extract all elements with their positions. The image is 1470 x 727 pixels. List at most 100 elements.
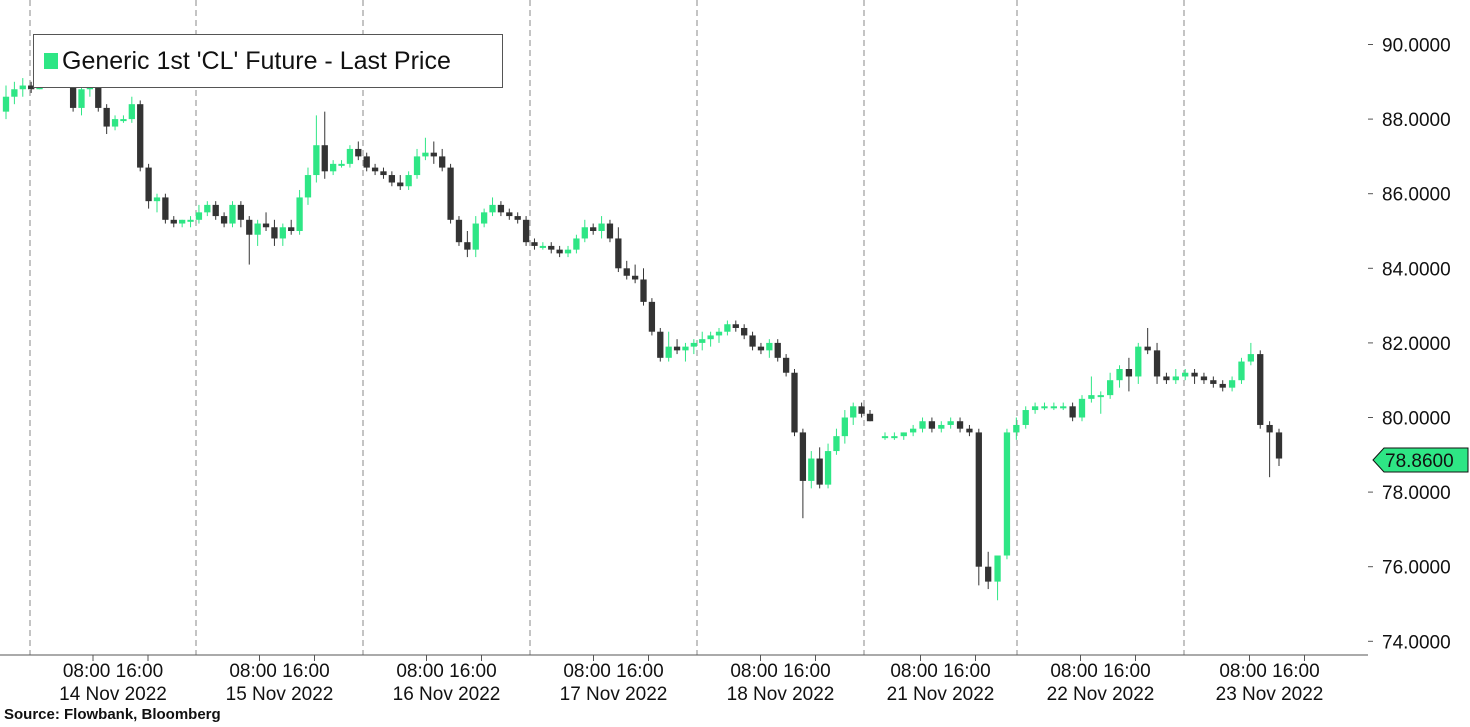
candle-body xyxy=(413,156,421,176)
candle-body xyxy=(1144,346,1151,351)
candle-body xyxy=(288,227,295,231)
candle-body xyxy=(254,223,261,235)
y-tick-label: 78.0000 xyxy=(1382,483,1451,504)
candle-body xyxy=(1125,369,1133,377)
chart-legend: Generic 1st 'CL' Future - Last Price xyxy=(33,34,503,88)
y-tick-label: 88.0000 xyxy=(1382,110,1451,131)
candle-body xyxy=(966,428,973,433)
candle-body xyxy=(724,324,731,332)
candle-body xyxy=(808,458,815,481)
candle-body xyxy=(841,417,848,437)
candle-body xyxy=(78,89,85,108)
x-axis: 08:00 16:00 14 Nov 2022 08:00 16:00 15 Nov … xyxy=(0,654,1368,705)
candle-body xyxy=(19,85,26,90)
candle-body xyxy=(422,152,429,157)
candle-body xyxy=(1182,372,1189,377)
candle-body xyxy=(1153,350,1161,377)
candle-body xyxy=(1228,380,1236,388)
candle-body xyxy=(1210,380,1217,384)
y-tick-label: 80.0000 xyxy=(1382,409,1451,430)
candle-body xyxy=(380,171,387,176)
candle-body xyxy=(304,175,312,198)
candle-body xyxy=(757,346,765,351)
candle-body xyxy=(606,223,614,239)
candle-body xyxy=(229,204,236,224)
candle-body xyxy=(833,436,840,452)
day-separator-grid xyxy=(29,0,1185,655)
candle-body xyxy=(1050,406,1058,409)
candle-body xyxy=(816,458,823,485)
y-tick-label: 82.0000 xyxy=(1382,334,1451,355)
candle-body xyxy=(1257,354,1264,425)
candle-body xyxy=(975,432,982,567)
candle-body xyxy=(430,152,437,157)
candle-body xyxy=(1163,376,1170,381)
x-tick-date-label: 14 Nov 2022 xyxy=(59,684,167,705)
candle-body xyxy=(179,219,186,224)
candle-body xyxy=(187,219,194,222)
x-tick-date-label: 15 Nov 2022 xyxy=(226,684,334,705)
candle-body xyxy=(766,342,773,351)
candle-body xyxy=(397,182,404,187)
candle-body xyxy=(1191,372,1198,377)
candle-body xyxy=(564,249,572,254)
candle-body xyxy=(405,175,412,187)
y-axis: 90.0000 88.0000 86.0000 84.0000 82.0000 80.00… xyxy=(1368,36,1451,653)
candle-body xyxy=(673,346,681,351)
candle-body xyxy=(363,156,370,168)
candle-body xyxy=(95,70,102,108)
candle-body xyxy=(514,216,521,220)
candle-body xyxy=(881,436,889,439)
candle-body xyxy=(388,175,396,183)
candle-body xyxy=(994,555,1001,582)
candle-body xyxy=(464,242,471,250)
candle-body xyxy=(1275,432,1283,459)
candle-body xyxy=(220,216,228,224)
last-price-tag xyxy=(1372,447,1469,473)
candle-body xyxy=(858,406,865,414)
candle-body xyxy=(1172,376,1179,381)
candle-body xyxy=(715,331,723,336)
candle-body xyxy=(472,223,479,250)
candle-body xyxy=(1088,395,1095,399)
legend-swatch xyxy=(44,53,58,69)
candle-body xyxy=(590,227,597,231)
candle-body xyxy=(489,204,496,213)
x-tick-date-label: 17 Nov 2022 xyxy=(560,684,668,705)
candle-body xyxy=(749,335,756,347)
legend-label: Generic 1st 'CL' Future - Last Price xyxy=(62,47,451,75)
candle-body xyxy=(665,346,672,358)
candle-body xyxy=(556,249,563,254)
candle-body xyxy=(28,85,35,90)
candle-body xyxy=(313,145,320,176)
candle-body xyxy=(1031,406,1039,411)
candle-body xyxy=(1247,354,1255,362)
candle-body xyxy=(355,148,362,157)
candle-body xyxy=(631,275,639,280)
candle-body xyxy=(615,238,622,269)
candle-body xyxy=(850,406,857,418)
candle-body xyxy=(439,156,446,168)
candle-body xyxy=(891,436,898,439)
candle-body xyxy=(262,223,270,228)
candle-body xyxy=(1219,383,1226,388)
candle-body xyxy=(548,245,555,250)
candle-body xyxy=(909,428,917,433)
last-price-marker: 78.8600 xyxy=(1372,447,1469,473)
x-tick-time-label: 08:00 16:00 xyxy=(396,661,496,682)
candle-body xyxy=(782,357,790,373)
candle-body xyxy=(246,219,253,235)
y-tick-label: 84.0000 xyxy=(1382,259,1451,280)
x-tick-time-label: 08:00 16:00 xyxy=(563,661,663,682)
candle-body xyxy=(455,219,463,243)
candle-body xyxy=(296,197,303,231)
y-tick-label: 74.0000 xyxy=(1382,632,1451,653)
candle-body xyxy=(707,335,714,340)
candle-body xyxy=(799,432,807,481)
candle-body xyxy=(690,342,697,347)
candle-body xyxy=(1003,432,1011,556)
candle-body xyxy=(928,421,936,429)
candle-body xyxy=(956,421,964,429)
candle-body xyxy=(2,96,10,112)
